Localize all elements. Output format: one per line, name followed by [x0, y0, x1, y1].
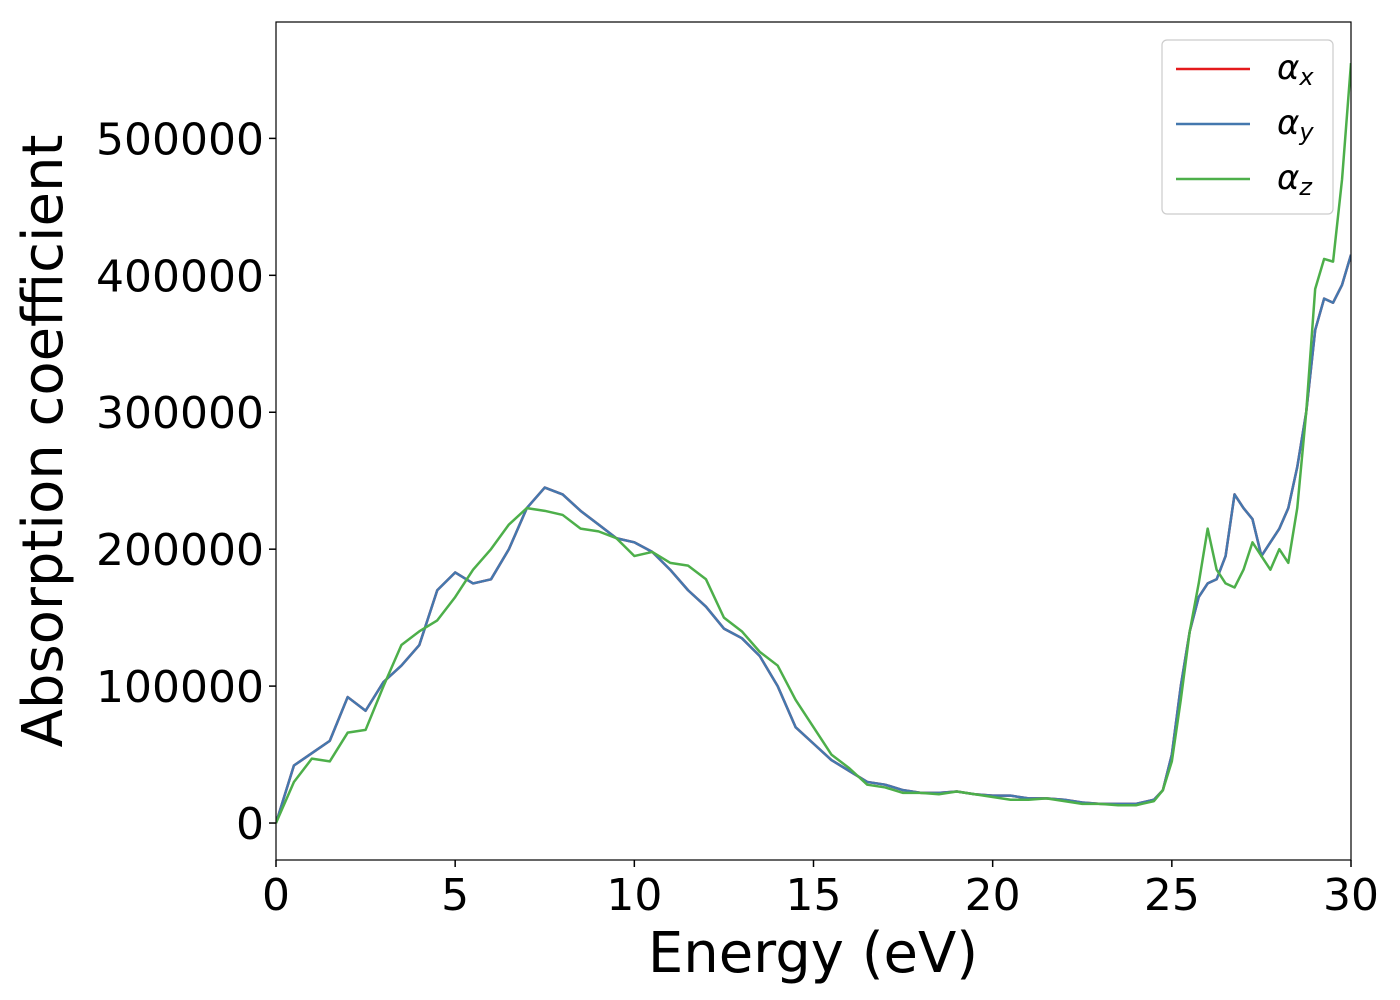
- x-tick-label: 20: [965, 870, 1021, 921]
- x-tick-label: 10: [606, 870, 662, 921]
- series-line: [276, 254, 1351, 824]
- y-tick-label: 500000: [96, 114, 264, 165]
- y-tick-label: 0: [236, 799, 264, 850]
- y-axis-label: Absorption coefficient: [11, 135, 76, 748]
- legend-label: αx: [1277, 48, 1314, 92]
- plot-frame: [275, 21, 1352, 861]
- x-tick-label: 5: [441, 870, 469, 921]
- legend: αx αy αz: [1161, 39, 1334, 215]
- series-line: [276, 254, 1351, 824]
- plot-lines: [276, 62, 1351, 824]
- y-tick-label: 400000: [96, 251, 264, 302]
- x-tick-label: 15: [786, 870, 842, 921]
- y-tick-label: 200000: [96, 525, 264, 576]
- x-tick-label: 25: [1144, 870, 1200, 921]
- y-tick-label: 300000: [96, 388, 264, 439]
- x-axis-label: Energy (eV): [648, 921, 978, 986]
- legend-box: [1161, 39, 1334, 215]
- legend-label: αz: [1277, 158, 1313, 202]
- legend-label: αy: [1277, 103, 1314, 147]
- series-line: [276, 62, 1351, 824]
- x-tick-label: 30: [1323, 870, 1379, 921]
- x-tick-label: 0: [262, 870, 290, 921]
- y-tick-label: 100000: [96, 662, 264, 713]
